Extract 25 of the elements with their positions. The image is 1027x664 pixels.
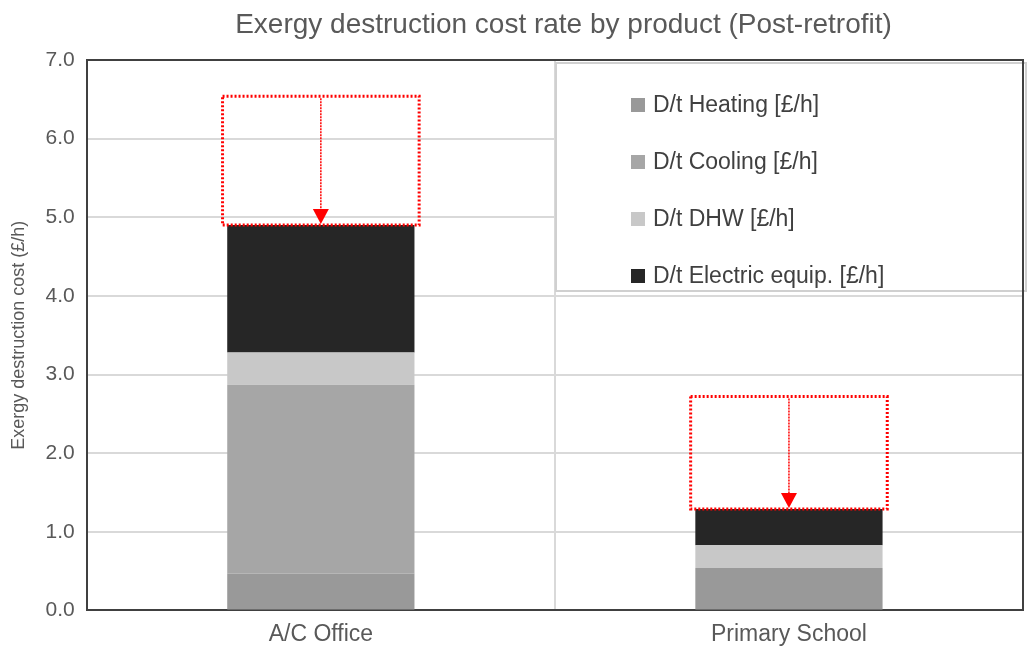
legend-label: D/t Cooling [£/h] [652, 148, 818, 175]
legend-label: D/t Electric equip. [£/h] [652, 262, 885, 289]
bar [695, 567, 883, 610]
bar [221, 94, 421, 227]
bar [689, 395, 889, 511]
y-tick-label: 7.0 [45, 46, 75, 70]
y-axis-title: Exergy destruction cost (£/h) [7, 220, 28, 450]
y-tick-label: 1.0 [45, 518, 75, 542]
y-tick-label: 4.0 [45, 282, 75, 306]
bar [227, 384, 415, 574]
x-tick-label: A/C Office [268, 619, 374, 646]
bar [227, 573, 415, 610]
bar [227, 352, 415, 385]
chart-title: Exergy destruction cost rate by product (Post-retrofit) [234, 8, 893, 40]
y-tick-label: 6.0 [45, 125, 75, 149]
legend-label: D/t DHW [£/h] [652, 205, 795, 232]
y-tick-label: 3.0 [45, 361, 75, 385]
x-tick-label: Primary School [710, 619, 867, 646]
bar [695, 508, 883, 546]
bar [227, 225, 415, 353]
y-tick-label: 2.0 [45, 439, 75, 463]
legend-label: D/t Heating [£/h] [652, 91, 820, 118]
y-tick-label: 0.0 [45, 597, 75, 621]
y-tick-label: 5.0 [45, 204, 75, 228]
bar [695, 545, 883, 568]
